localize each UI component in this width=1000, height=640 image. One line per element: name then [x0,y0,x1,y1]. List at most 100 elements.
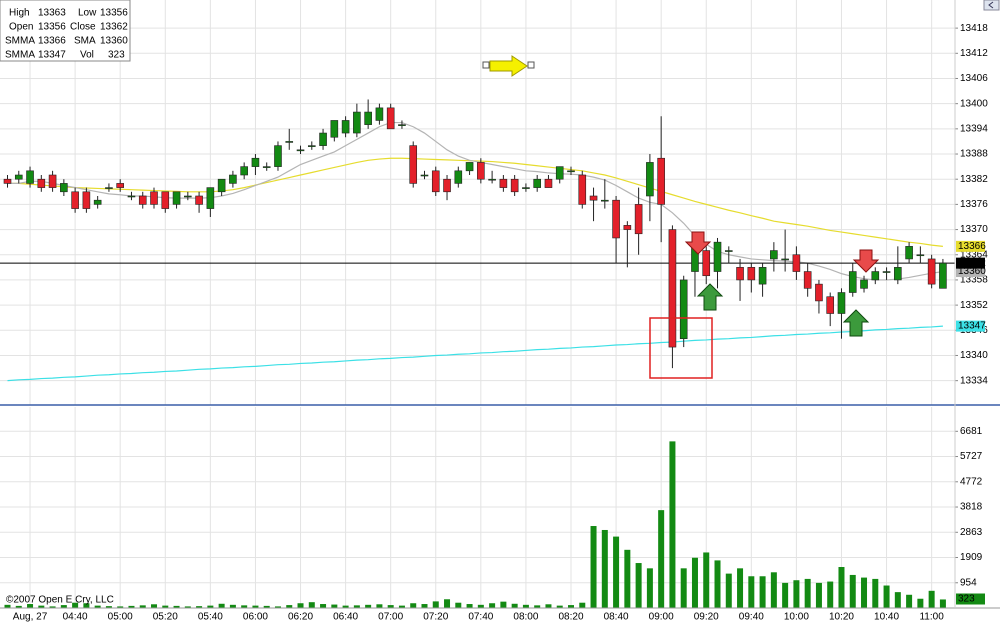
candle-body [105,187,113,189]
volume-bar [117,606,124,608]
y-tick-label: 1909 [960,552,983,563]
x-tick-label: 05:20 [153,612,178,623]
volume-bar [184,606,191,608]
candle-body [454,170,463,184]
candle-body [375,107,384,121]
sell-arrow [852,249,880,273]
candle-body [724,250,733,252]
candle-body [138,195,147,205]
candle-body [296,149,305,152]
volume-bar [714,560,721,608]
volume-bar [94,605,101,608]
x-tick-label: 08:40 [604,612,629,623]
candle-body [116,183,124,188]
candle-body [905,246,913,260]
candle-body [71,191,79,209]
volume-bar [646,568,653,608]
y-tick-label: 3818 [960,502,983,513]
value-badge-label: 323 [958,594,975,605]
y-tick-label: 2863 [960,527,983,538]
value-badge [956,240,985,252]
volume-bar [455,602,462,608]
candle-body [262,166,271,168]
x-tick-label: 07:40 [468,612,493,623]
volume-bar [635,563,642,608]
volume-bar [128,605,135,608]
volume-bar [331,604,338,608]
volume-bar [669,441,676,608]
volume-bar [691,557,698,608]
legend-label: SMMA [5,50,35,61]
candle-body [307,145,316,147]
x-tick-label: Aug, 27 [13,612,48,623]
volume-bar [342,605,349,608]
volume-bar [38,605,45,608]
legend-value: 13360 [100,36,128,47]
volume-bar [286,605,293,608]
x-tick-label: 07:00 [378,612,403,623]
candle-body [26,170,34,184]
candle-body [172,191,181,205]
value-badge [956,320,985,332]
candle-body [578,174,587,205]
volume-bar [601,529,608,608]
volume-bar [263,605,270,608]
candle-body [443,178,451,193]
volume-bar [387,605,394,608]
volume-bar [939,599,946,608]
collapse-button[interactable] [983,0,1000,11]
candle-body [634,204,643,235]
buy-arrow [696,283,724,311]
volume-bar [83,603,90,608]
x-tick-label: 10:00 [784,612,809,623]
value-badge-label: 13347 [958,321,986,332]
candle-body [555,166,564,180]
candle-body [353,111,361,134]
info-value: 13356 [38,22,66,33]
volume-bar [207,605,214,608]
volume-bar [410,603,417,608]
volume-bar [320,604,327,608]
candle-body [882,271,891,273]
info-value: 13363 [38,8,66,19]
volume-bar [703,552,710,608]
candle-body [894,267,902,281]
y-tick-label: 13400 [960,98,988,109]
info-value: 13362 [100,22,128,33]
candle-body [217,178,226,193]
candle-body [770,250,778,260]
info-label: Open [9,22,33,33]
x-tick-label: 10:40 [874,612,899,623]
volume-bar [297,603,304,608]
x-tick-label: 09:40 [739,612,764,623]
volume-bar [376,604,383,608]
value-badge-label: 13360 [958,266,986,277]
legend-value: 13347 [38,50,66,61]
volume-bar [556,605,563,608]
candle-body [668,229,677,348]
volume-bar [139,605,146,608]
candle-body [127,195,136,198]
y-tick-label: 4772 [960,476,983,487]
x-tick-label: 09:00 [649,612,674,623]
candle-body [82,191,91,209]
volume-bar [917,598,924,608]
candle-body [477,162,485,180]
volume-bar [815,582,822,608]
candle-body [803,271,812,289]
volume-bar [151,604,158,608]
candle-body [341,120,350,134]
value-badge [956,593,985,605]
candle-body [713,241,722,272]
volume-bar [658,510,665,608]
volume-bar [883,585,890,608]
candle-body [871,271,880,281]
candle-body [522,187,530,189]
candle-body [623,225,632,230]
info-value: 13356 [100,8,128,19]
candle-body [860,279,868,289]
volume-bar [466,604,473,608]
candle-body [465,162,474,172]
candle-body [409,145,418,184]
